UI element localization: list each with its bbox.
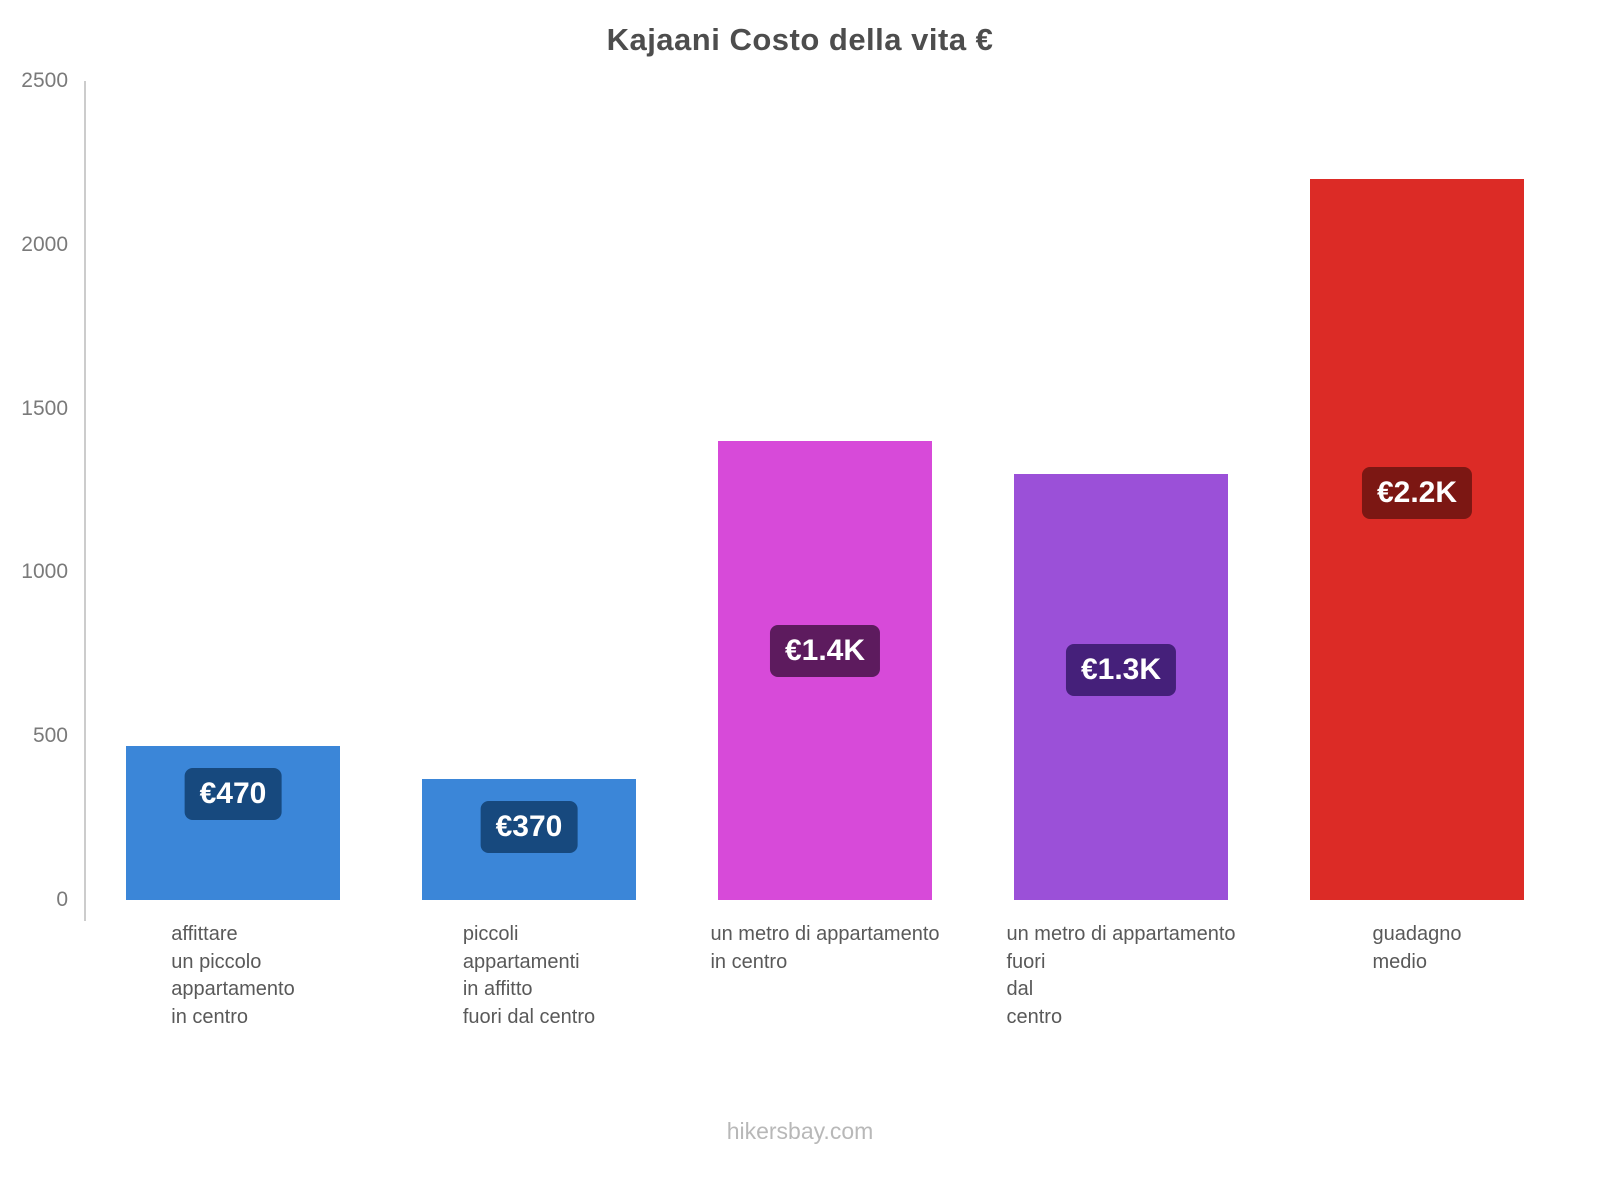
y-tick-label: 2000 bbox=[21, 232, 68, 256]
bar-0[interactable]: €470 bbox=[126, 746, 340, 900]
y-tick-label: 2500 bbox=[21, 69, 68, 92]
x-category-label: un metro di appartamento fuori dal centro bbox=[1006, 923, 1236, 1028]
bar-value-label: €470 bbox=[184, 768, 282, 820]
x-category-label: un metro di appartamento in centro bbox=[710, 923, 940, 973]
y-tick-label: 1000 bbox=[21, 560, 68, 584]
y-axis-line bbox=[84, 81, 86, 921]
y-tick-label: 500 bbox=[32, 724, 68, 748]
bar-value-label: €370 bbox=[480, 801, 578, 853]
bar-2[interactable]: €1.4K bbox=[718, 441, 932, 900]
bar-value-label: €1.4K bbox=[769, 625, 881, 677]
x-category-label: piccoli appartamenti in affitto fuori dal c… bbox=[462, 923, 596, 1028]
x-category-label: guadagno medio bbox=[1372, 923, 1462, 973]
bar-value-label: €1.3K bbox=[1065, 644, 1177, 696]
y-tick-label: 0 bbox=[56, 888, 68, 911]
bar-1[interactable]: €370 bbox=[422, 779, 636, 900]
bar-value-label: €2.2K bbox=[1361, 467, 1473, 519]
y-tick-label: 1500 bbox=[21, 396, 68, 420]
x-category-label: affittare un piccolo appartamento in centro bbox=[171, 923, 295, 1028]
bar-3[interactable]: €1.3K bbox=[1014, 474, 1228, 900]
chart-title: Kajaani Costo della vita € bbox=[606, 22, 994, 57]
bar-4[interactable]: €2.2K bbox=[1310, 179, 1524, 900]
footer-watermark: hikersbay.com bbox=[726, 1118, 874, 1144]
